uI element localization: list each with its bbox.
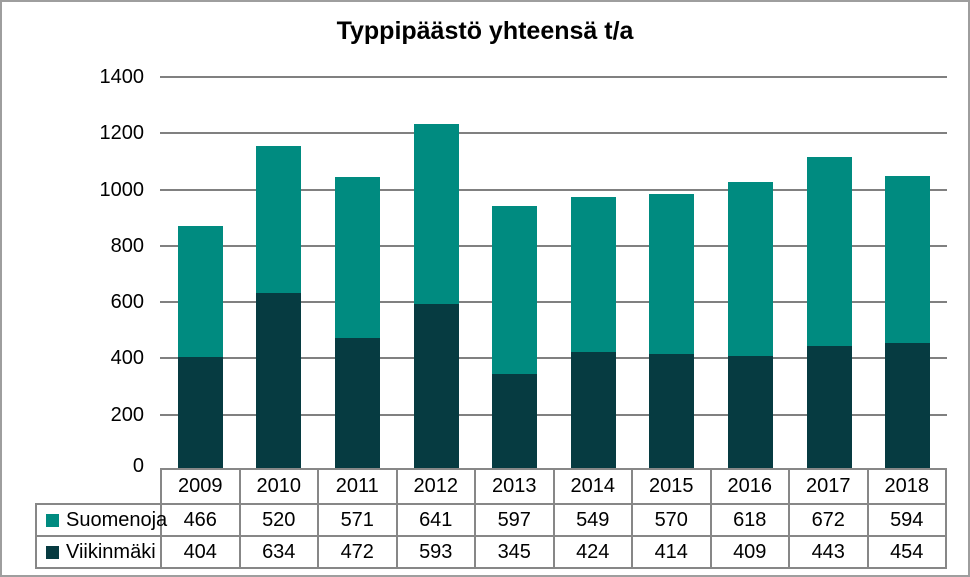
gridline-600 — [160, 301, 947, 304]
value-cell-suomenoja-2018: 594 — [866, 503, 947, 537]
value-cell-suomenoja-2013: 597 — [474, 503, 555, 537]
gridline-1000 — [160, 188, 947, 191]
y-axis-label-1000: 1000 — [99, 178, 145, 201]
year-header-2013: 2013 — [474, 468, 555, 505]
value-cell-viikinmaki-2014: 424 — [552, 535, 633, 569]
bar-viikinmaki-2015 — [649, 354, 695, 471]
bar-suomenoja-2013 — [492, 205, 538, 374]
chart-title: Typpipäästö yhteensä t/a — [336, 17, 634, 45]
value-cell-viikinmaki-2009: 404 — [160, 535, 241, 569]
y-axis-label-800: 800 — [110, 234, 144, 257]
year-header-2010: 2010 — [238, 468, 319, 505]
value-cell-suomenoja-2017: 672 — [788, 503, 869, 537]
legend-label-viikinmaki: Viikinmäki — [66, 540, 156, 563]
value-cell-suomenoja-2012: 641 — [395, 503, 476, 537]
year-header-2014: 2014 — [552, 468, 633, 505]
bar-viikinmaki-2009 — [177, 357, 223, 471]
y-axis-label-400: 400 — [110, 347, 144, 370]
table-row-suomenoja: Suomenoja 466 520 571 641 597 549 570 618 672 594 — [35, 503, 947, 537]
gridline-1200 — [160, 132, 947, 135]
bar-viikinmaki-2011 — [335, 338, 380, 471]
table-row-viikinmaki: Viikinmäki 404 634 472 593 345 424 414 409 443 454 — [35, 535, 947, 569]
value-cell-viikinmaki-2017: 443 — [788, 535, 869, 569]
value-cell-viikinmaki-2013: 345 — [474, 535, 555, 569]
value-cell-viikinmaki-2015: 414 — [631, 535, 712, 569]
bar-suomenoja-2017 — [806, 157, 852, 347]
value-cell-viikinmaki-2010: 634 — [238, 535, 319, 569]
gridline-400 — [160, 357, 947, 360]
bar-suomenoja-2010 — [256, 146, 302, 293]
table-corner-spacer — [36, 469, 161, 504]
legend-cell-suomenoja: Suomenoja — [35, 503, 167, 537]
bar-viikinmaki-2013 — [492, 373, 538, 471]
bar-suomenoja-2012 — [413, 123, 459, 305]
year-header-2015: 2015 — [631, 468, 712, 505]
bar-viikinmaki-2014 — [570, 351, 616, 471]
year-header-2011: 2011 — [317, 468, 398, 505]
value-cell-suomenoja-2016: 618 — [709, 503, 790, 537]
gridline-200 — [160, 413, 947, 416]
value-cell-suomenoja-2014: 549 — [552, 503, 633, 537]
bar-suomenoja-2018 — [885, 176, 931, 344]
gridline-1400 — [160, 76, 947, 78]
bar-viikinmaki-2012 — [413, 304, 459, 471]
legend-swatch-viikinmaki — [46, 545, 59, 559]
value-cell-viikinmaki-2016: 409 — [709, 535, 790, 569]
year-header-2016: 2016 — [709, 468, 790, 505]
value-cell-viikinmaki-2012: 593 — [395, 535, 476, 569]
bar-viikinmaki-2016 — [728, 355, 773, 471]
y-axis-label-0: 0 — [132, 455, 144, 477]
legend-label-suomenoja: Suomenoja — [66, 508, 168, 531]
legend-cell-viikinmaki: Viikinmäki — [35, 535, 162, 569]
value-cell-suomenoja-2010: 520 — [238, 503, 319, 537]
legend-swatch-suomenoja — [46, 513, 59, 527]
bar-suomenoja-2009 — [177, 226, 223, 358]
data-table: 2009 2010 2011 2012 2013 2014 2015 2016 2017 2018… — [35, 468, 947, 569]
gridline-800 — [160, 244, 947, 247]
year-header-2009: 2009 — [160, 468, 241, 505]
bar-suomenoja-2016 — [728, 181, 773, 356]
y-axis-label-600: 600 — [110, 291, 144, 314]
year-header-2017: 2017 — [788, 468, 869, 505]
bar-viikinmaki-2010 — [256, 292, 302, 471]
value-cell-suomenoja-2009: 466 — [160, 503, 241, 537]
bar-viikinmaki-2018 — [885, 343, 931, 471]
value-cell-suomenoja-2015: 570 — [631, 503, 712, 537]
bar-suomenoja-2011 — [335, 177, 380, 339]
bar-suomenoja-2015 — [649, 194, 695, 355]
value-cell-viikinmaki-2011: 472 — [317, 535, 398, 569]
value-cell-viikinmaki-2018: 454 — [866, 535, 947, 569]
y-axis-label-200: 200 — [110, 403, 144, 426]
y-axis-label-1400: 1400 — [99, 66, 145, 88]
value-cell-suomenoja-2011: 571 — [317, 503, 398, 537]
y-axis-label-1200: 1200 — [99, 122, 145, 145]
year-header-2018: 2018 — [866, 468, 947, 505]
year-header-2012: 2012 — [395, 468, 476, 505]
bar-suomenoja-2014 — [570, 197, 616, 352]
bar-viikinmaki-2017 — [806, 346, 852, 471]
